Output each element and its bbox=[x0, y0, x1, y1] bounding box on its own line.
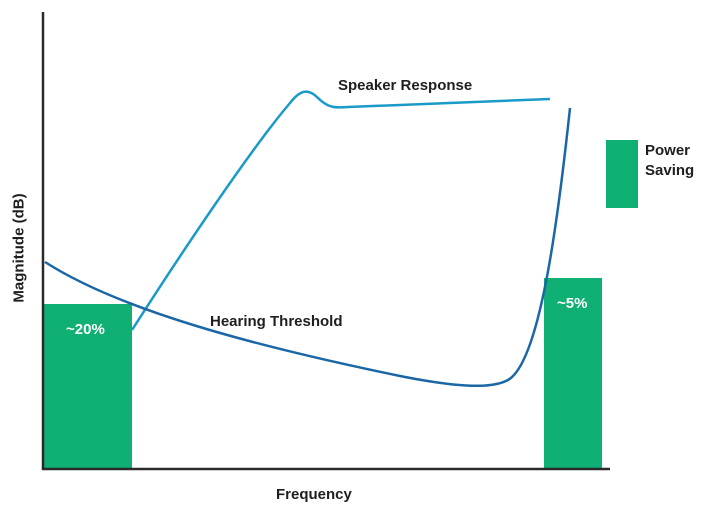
high-region-percent: ~5% bbox=[557, 295, 588, 312]
y-axis-label: Magnitude (dB) bbox=[10, 193, 28, 303]
speaker-response-curve bbox=[130, 90, 551, 331]
legend-swatch bbox=[606, 140, 638, 208]
speaker-response-label: Speaker Response bbox=[338, 77, 473, 94]
low-region-percent: ~20% bbox=[66, 321, 105, 338]
legend-label-line1: Power bbox=[645, 142, 691, 159]
legend-label-line2: Saving bbox=[645, 162, 695, 179]
hearing-threshold-curve bbox=[44, 107, 572, 387]
power-saving-region-high bbox=[544, 278, 602, 469]
power-saving-region-low bbox=[44, 304, 132, 469]
x-axis-label: Frequency bbox=[276, 486, 352, 503]
hearing-threshold-label: Hearing Threshold bbox=[210, 313, 343, 330]
